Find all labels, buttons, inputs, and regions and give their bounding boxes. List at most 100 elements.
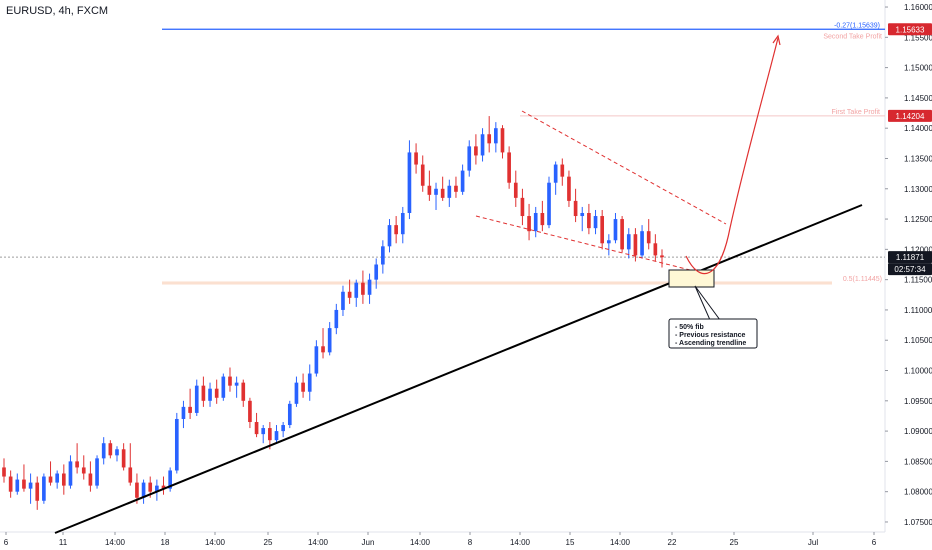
candle-body	[520, 197, 525, 217]
callout-line: - Ascending trendline	[675, 340, 746, 347]
candle-body	[81, 467, 86, 474]
candle-body	[208, 388, 212, 401]
wedge-lower-line	[475, 215, 691, 271]
candle-body	[155, 485, 159, 492]
level-annotation: -0.27(1.15639)	[834, 22, 880, 29]
candle-body	[42, 476, 46, 501]
time-tick-label: 6	[4, 538, 9, 547]
candle-body	[540, 213, 545, 226]
candle-body	[22, 479, 26, 489]
time-tick-label: Jul	[808, 538, 818, 547]
time-tick-label: 8	[468, 538, 473, 547]
projection-arrowhead	[772, 34, 781, 46]
time-tick-label: 14:00	[308, 538, 329, 547]
time-tick-label: 14:00	[510, 538, 531, 547]
price-tick-label: 1.10500	[904, 336, 932, 345]
candle-body	[527, 216, 531, 232]
price-tick-label: 1.14500	[904, 94, 932, 103]
candles	[2, 116, 664, 510]
wedge-upper-line	[521, 110, 727, 225]
countdown-text: 02:57:34	[894, 265, 926, 274]
candle-body	[268, 428, 272, 441]
candle-body	[334, 309, 339, 329]
candle-body	[613, 219, 618, 241]
candle-body	[88, 473, 93, 486]
time-tick-label: 14:00	[610, 538, 631, 547]
candle-body	[68, 461, 73, 486]
candle-body	[494, 128, 498, 144]
candle-body	[381, 246, 385, 265]
price-tick-label: 1.08500	[904, 457, 932, 466]
grid	[0, 0, 886, 533]
price-tick-label: 1.12000	[904, 245, 932, 254]
candle-body	[500, 128, 505, 153]
symbol-title: EURUSD, 4h, FXCM	[6, 5, 109, 17]
candle-body	[188, 406, 192, 413]
price-label-text: 1.11871	[896, 253, 925, 262]
callout-box	[668, 318, 758, 349]
candle-body	[361, 282, 365, 295]
candle-body	[307, 373, 312, 392]
candle-body	[101, 443, 106, 459]
candle-body	[646, 231, 651, 244]
fib-zone-band	[162, 280, 832, 285]
candle-body	[115, 449, 119, 456]
time-tick-label: 25	[264, 538, 273, 547]
price-tick-label: 1.16000	[904, 3, 932, 12]
candle-body	[28, 482, 33, 489]
candle-body	[580, 213, 585, 217]
price-tick-label: 1.12500	[904, 215, 932, 224]
candle-body	[161, 485, 166, 489]
time-tick-label: Jun	[362, 538, 375, 547]
candle-body	[287, 403, 292, 426]
price-tick-label: 1.07500	[904, 518, 932, 527]
support-zone-box	[668, 269, 715, 288]
candle-body	[75, 461, 79, 468]
candle-body	[108, 443, 113, 456]
candle-body	[261, 428, 266, 435]
candle-body	[281, 425, 285, 432]
candle-body	[221, 376, 226, 398]
time-tick-label: 6	[872, 538, 877, 547]
candle-body	[414, 152, 418, 165]
candle-body	[387, 225, 392, 247]
candle-body	[55, 473, 59, 483]
level-note: Second Take Profit	[823, 33, 882, 40]
candle-body	[15, 479, 20, 492]
candle-body	[35, 482, 40, 501]
price-tick-label: 1.10000	[904, 367, 932, 376]
candle-body	[454, 185, 458, 192]
time-axis[interactable]: 6 11 14:00 18 14:00 25 14:00 Jun 14:00 8 14:00 15 14…	[4, 532, 877, 547]
price-axis[interactable]: 1.16000 1.15500 1.15000 1.14500 1.14000 1.135…	[885, 3, 932, 527]
candle-body	[607, 240, 611, 244]
candle-body	[434, 188, 438, 195]
price-tick-label: 1.14000	[904, 124, 932, 133]
candle-body	[228, 376, 232, 386]
price-tick-label: 1.09500	[904, 397, 932, 406]
price-tick-label: 1.13000	[904, 185, 932, 194]
candle-body	[394, 225, 398, 235]
time-tick-label: 14:00	[205, 538, 226, 547]
candle-body	[440, 188, 445, 198]
candle-body	[2, 467, 6, 477]
candle-body	[141, 482, 146, 498]
countdown-box	[888, 263, 932, 276]
candle-body	[347, 291, 352, 298]
price-tick-label: 1.15500	[904, 33, 932, 42]
level-annotation: First Take Profit	[832, 109, 881, 116]
candle-body	[447, 185, 452, 198]
candle-body	[214, 388, 219, 398]
candle-body	[181, 406, 186, 419]
candle-body	[128, 467, 133, 483]
time-tick-label: 15	[566, 538, 575, 547]
callout-line: - 50% fib	[675, 324, 704, 331]
candle-body	[248, 400, 252, 423]
price-label-text: 1.15633	[896, 25, 925, 34]
candle-body	[301, 382, 305, 392]
time-tick-label: 22	[668, 538, 677, 547]
time-tick-label: 11	[59, 538, 68, 547]
candle-body	[174, 418, 179, 471]
candle-body	[341, 291, 345, 310]
